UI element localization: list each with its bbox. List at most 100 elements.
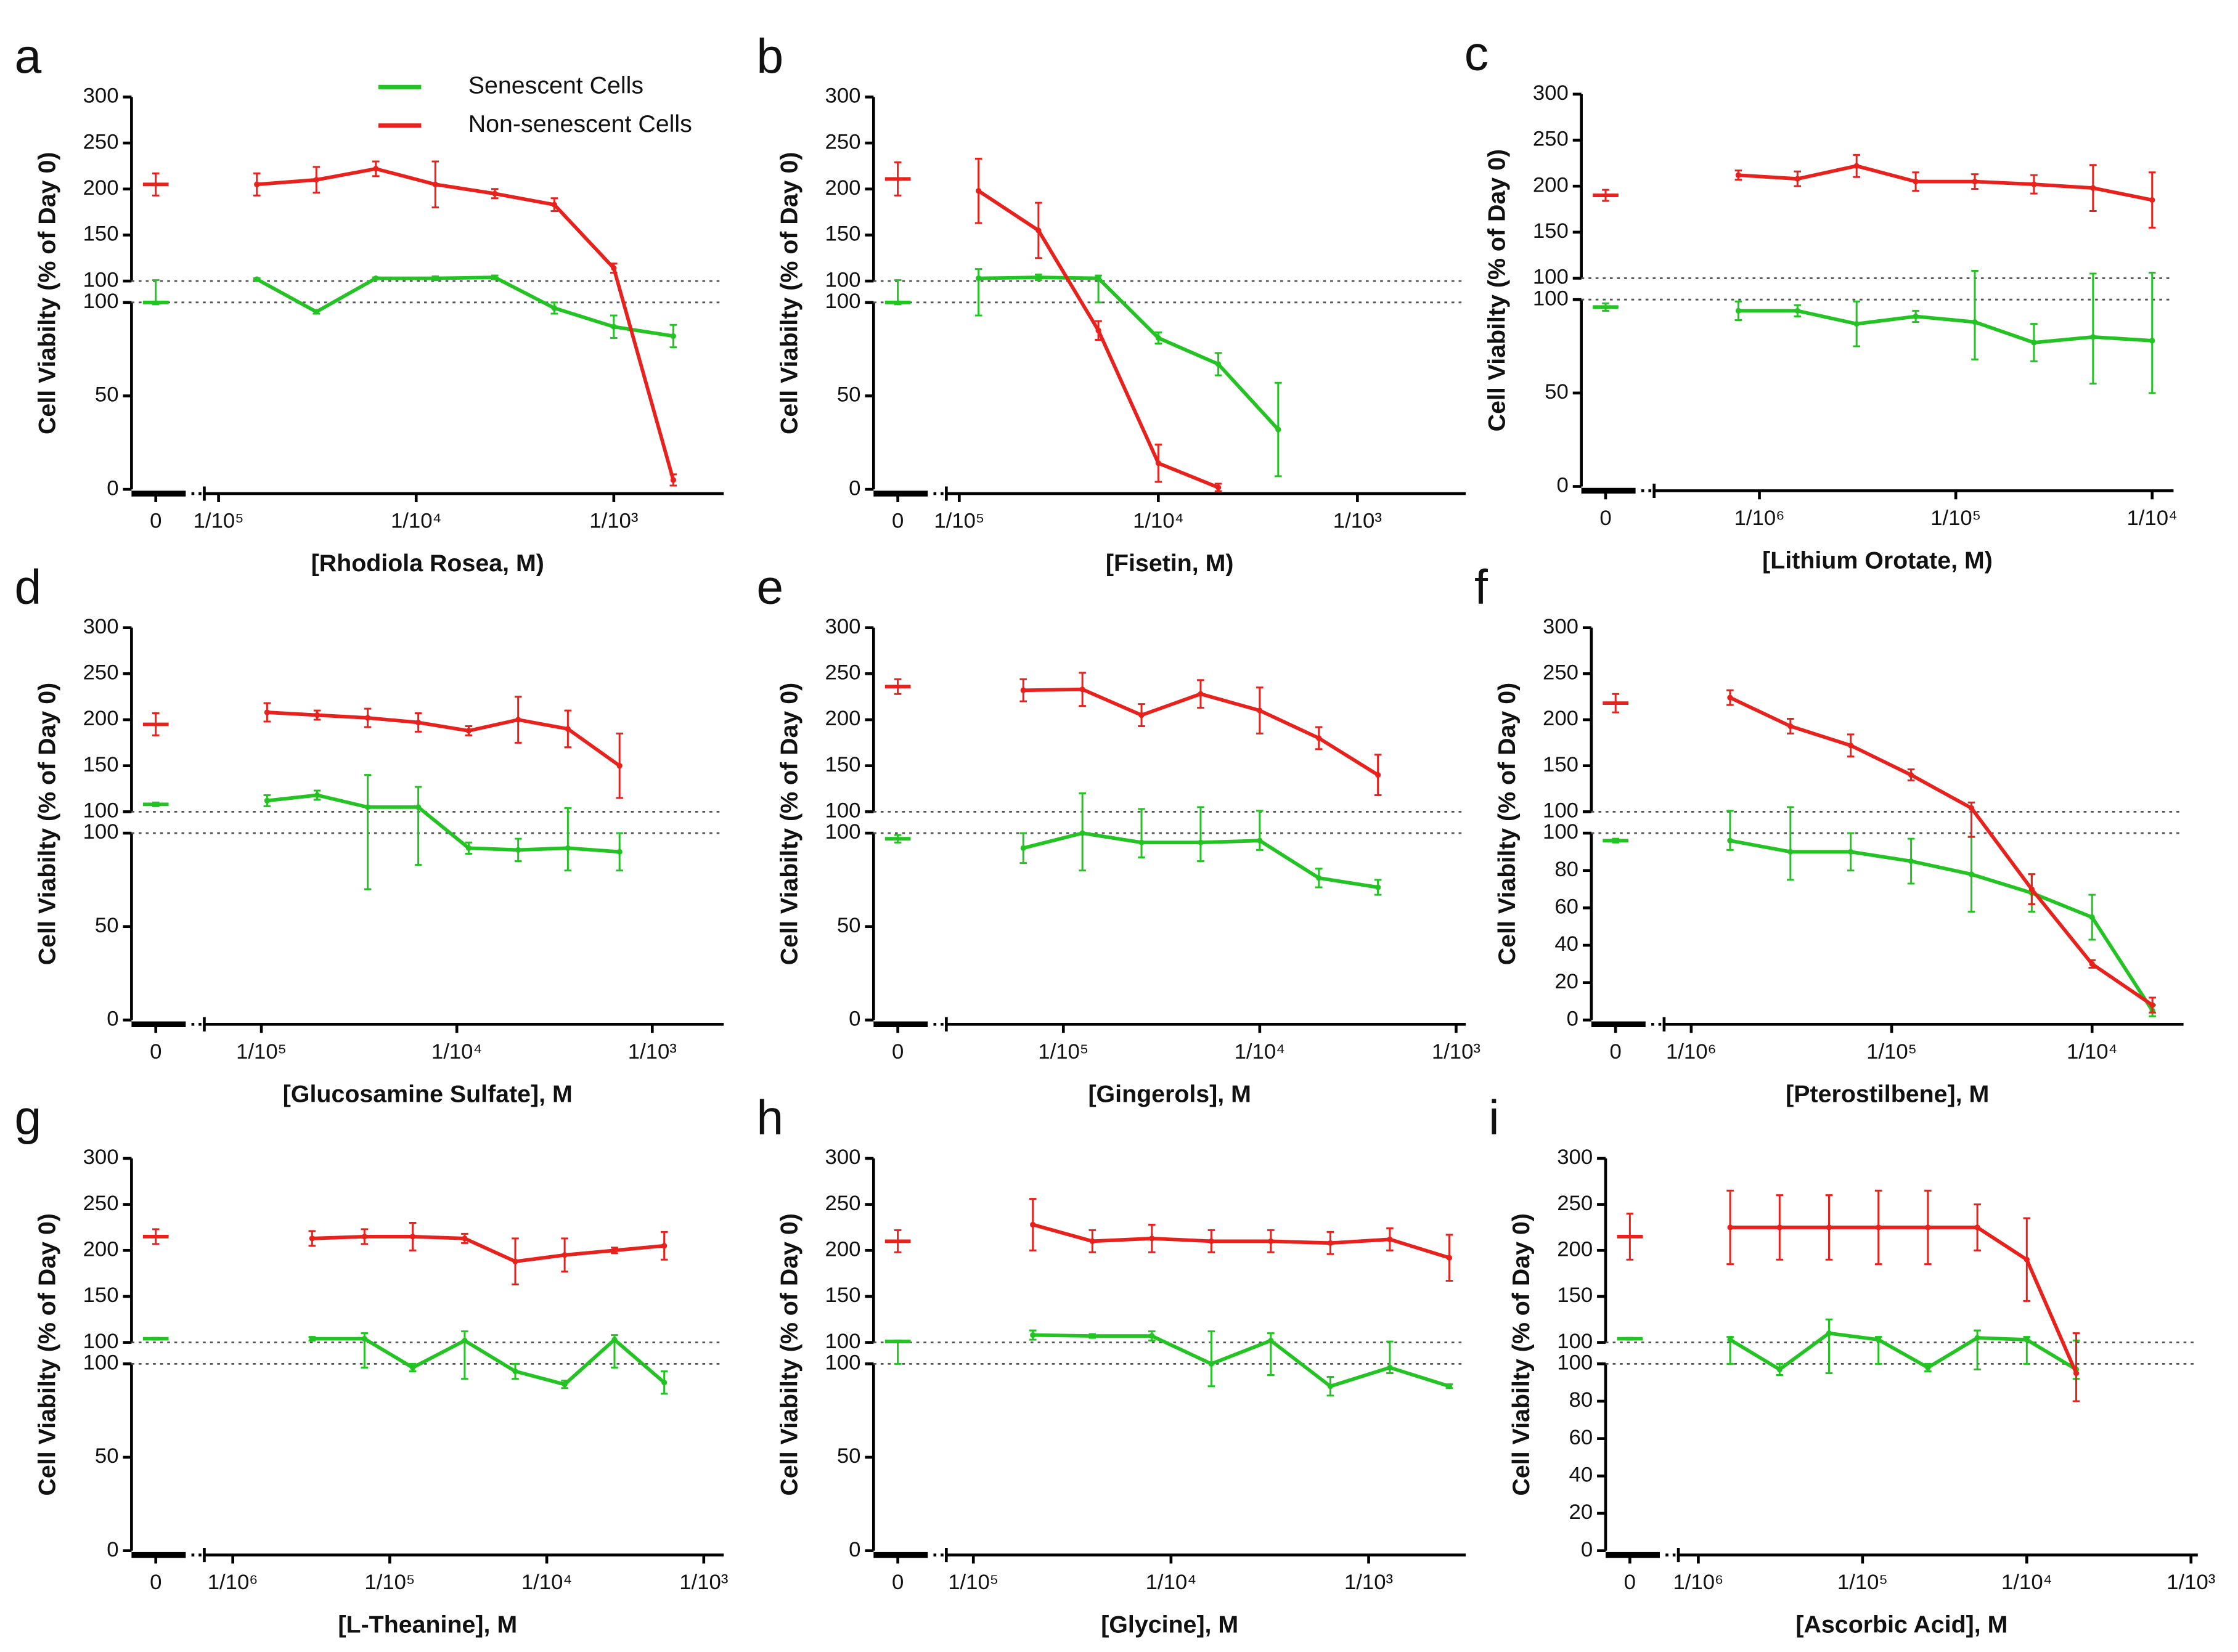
x-tick-label: 1/10⁴ [2067,1040,2117,1064]
data-point [432,275,438,282]
y-tick-label: 0 [849,476,860,500]
data-point [1876,1337,1882,1343]
series [1593,270,2156,394]
series [142,1330,668,1395]
y-tick-label: 0 [1567,1007,1578,1031]
y-tick-label: 200 [825,176,861,200]
data-point [1735,172,1742,178]
data-point [1974,1335,1980,1341]
series [142,274,677,349]
series [1603,806,2156,1017]
y-tick-label: 200 [1557,1237,1593,1261]
series-line [267,793,620,854]
data-point [254,181,260,187]
y-tick-label: 0 [107,476,118,500]
data-point [2090,185,2096,191]
data-point [1876,1224,1882,1231]
data-point [462,1235,468,1242]
series [884,672,1382,796]
data-point [1208,1238,1214,1244]
data-point [565,845,571,851]
series [884,1329,1453,1397]
error-bar [152,1228,160,1245]
data-point [373,166,379,172]
y-tick-label: 150 [83,753,119,776]
data-point [361,1234,367,1240]
x-tick-label: 0 [150,1571,161,1594]
x-tick-label: 1/10³ [1333,510,1382,533]
y-tick-label: 300 [1533,81,1569,105]
data-point [1327,1383,1334,1390]
y-axis-title: Cell Viabilty (% of Day 0) [33,683,60,965]
data-point [611,265,617,271]
error-bar [1197,806,1204,863]
y-tick-label: 300 [825,1145,861,1169]
x-tick-label: 1/10⁴ [2126,507,2178,530]
x-tick-label: 1/10⁵ [1866,1040,1917,1064]
y-tick-label: 100 [83,820,119,844]
y-tick-label: 0 [1581,1538,1593,1561]
data-point [1020,687,1026,693]
data-point [1968,871,1975,877]
x-tick-label: 1/10⁴ [1235,1040,1286,1064]
error-bar [1787,806,1794,881]
x-tick-label: 1/10⁵ [1930,507,1981,530]
data-point [492,190,498,197]
data-point [2024,1337,2030,1343]
y-tick-label: 100 [825,820,861,844]
series [1603,689,2156,1014]
error-bar [364,774,372,890]
data-point [1375,771,1381,778]
x-tick-label: 0 [1624,1571,1636,1594]
data-point [616,763,623,769]
data-point [975,188,982,194]
y-tick-label: 60 [1569,1426,1593,1449]
data-point [309,1335,315,1342]
y-tick-label: 50 [95,1444,119,1468]
data-point [1030,1221,1036,1228]
error-bar [894,1229,902,1253]
x-tick-label: 0 [150,1040,161,1064]
error-bar [152,801,160,807]
y-tick-label: 150 [825,753,861,776]
y-axis-title: Cell Viabilty (% of Day 0) [775,1213,802,1495]
series-line [312,1234,664,1264]
series-line [256,166,676,481]
series-line [1738,309,2152,344]
y-tick-label: 60 [1554,895,1578,919]
y-tick-label: 0 [1556,474,1568,497]
series-line [1738,164,2153,202]
data-point [1020,845,1026,851]
data-point [1787,723,1794,730]
y-axis-title: Cell Viabilty (% of Day 0) [1493,683,1521,965]
data-point [415,804,422,810]
data-point [551,305,557,311]
data-point [1079,830,1085,836]
y-tick-label: 80 [1554,858,1578,881]
y-tick-label: 250 [1543,661,1578,685]
legend-label: Non-senescent Cells [468,110,692,137]
x-tick-label: 1/10³ [679,1571,728,1594]
data-point [1275,426,1281,433]
data-point [1826,1330,1832,1337]
error-bar [894,834,902,844]
data-point [611,323,617,330]
x-tick-label: 1/10⁴ [521,1571,573,1594]
x-tick-label: 1/10⁴ [2001,1571,2052,1594]
data-point [611,1337,618,1343]
y-tick-label: 100 [1543,799,1578,823]
y-tick-label: 0 [107,1007,118,1031]
error-bar [2089,272,2097,385]
y-tick-label: 150 [1533,219,1569,243]
y-tick-label: 100 [83,1330,119,1353]
data-point [254,276,260,282]
panel-letter: d [15,559,42,614]
data-point [2149,1002,2155,1008]
series [884,1198,1453,1282]
y-tick-label: 50 [837,1444,861,1468]
data-point [1089,1238,1095,1244]
y-tick-label: 100 [83,268,119,291]
data-point [1268,1238,1274,1244]
data-point [1327,1240,1334,1246]
